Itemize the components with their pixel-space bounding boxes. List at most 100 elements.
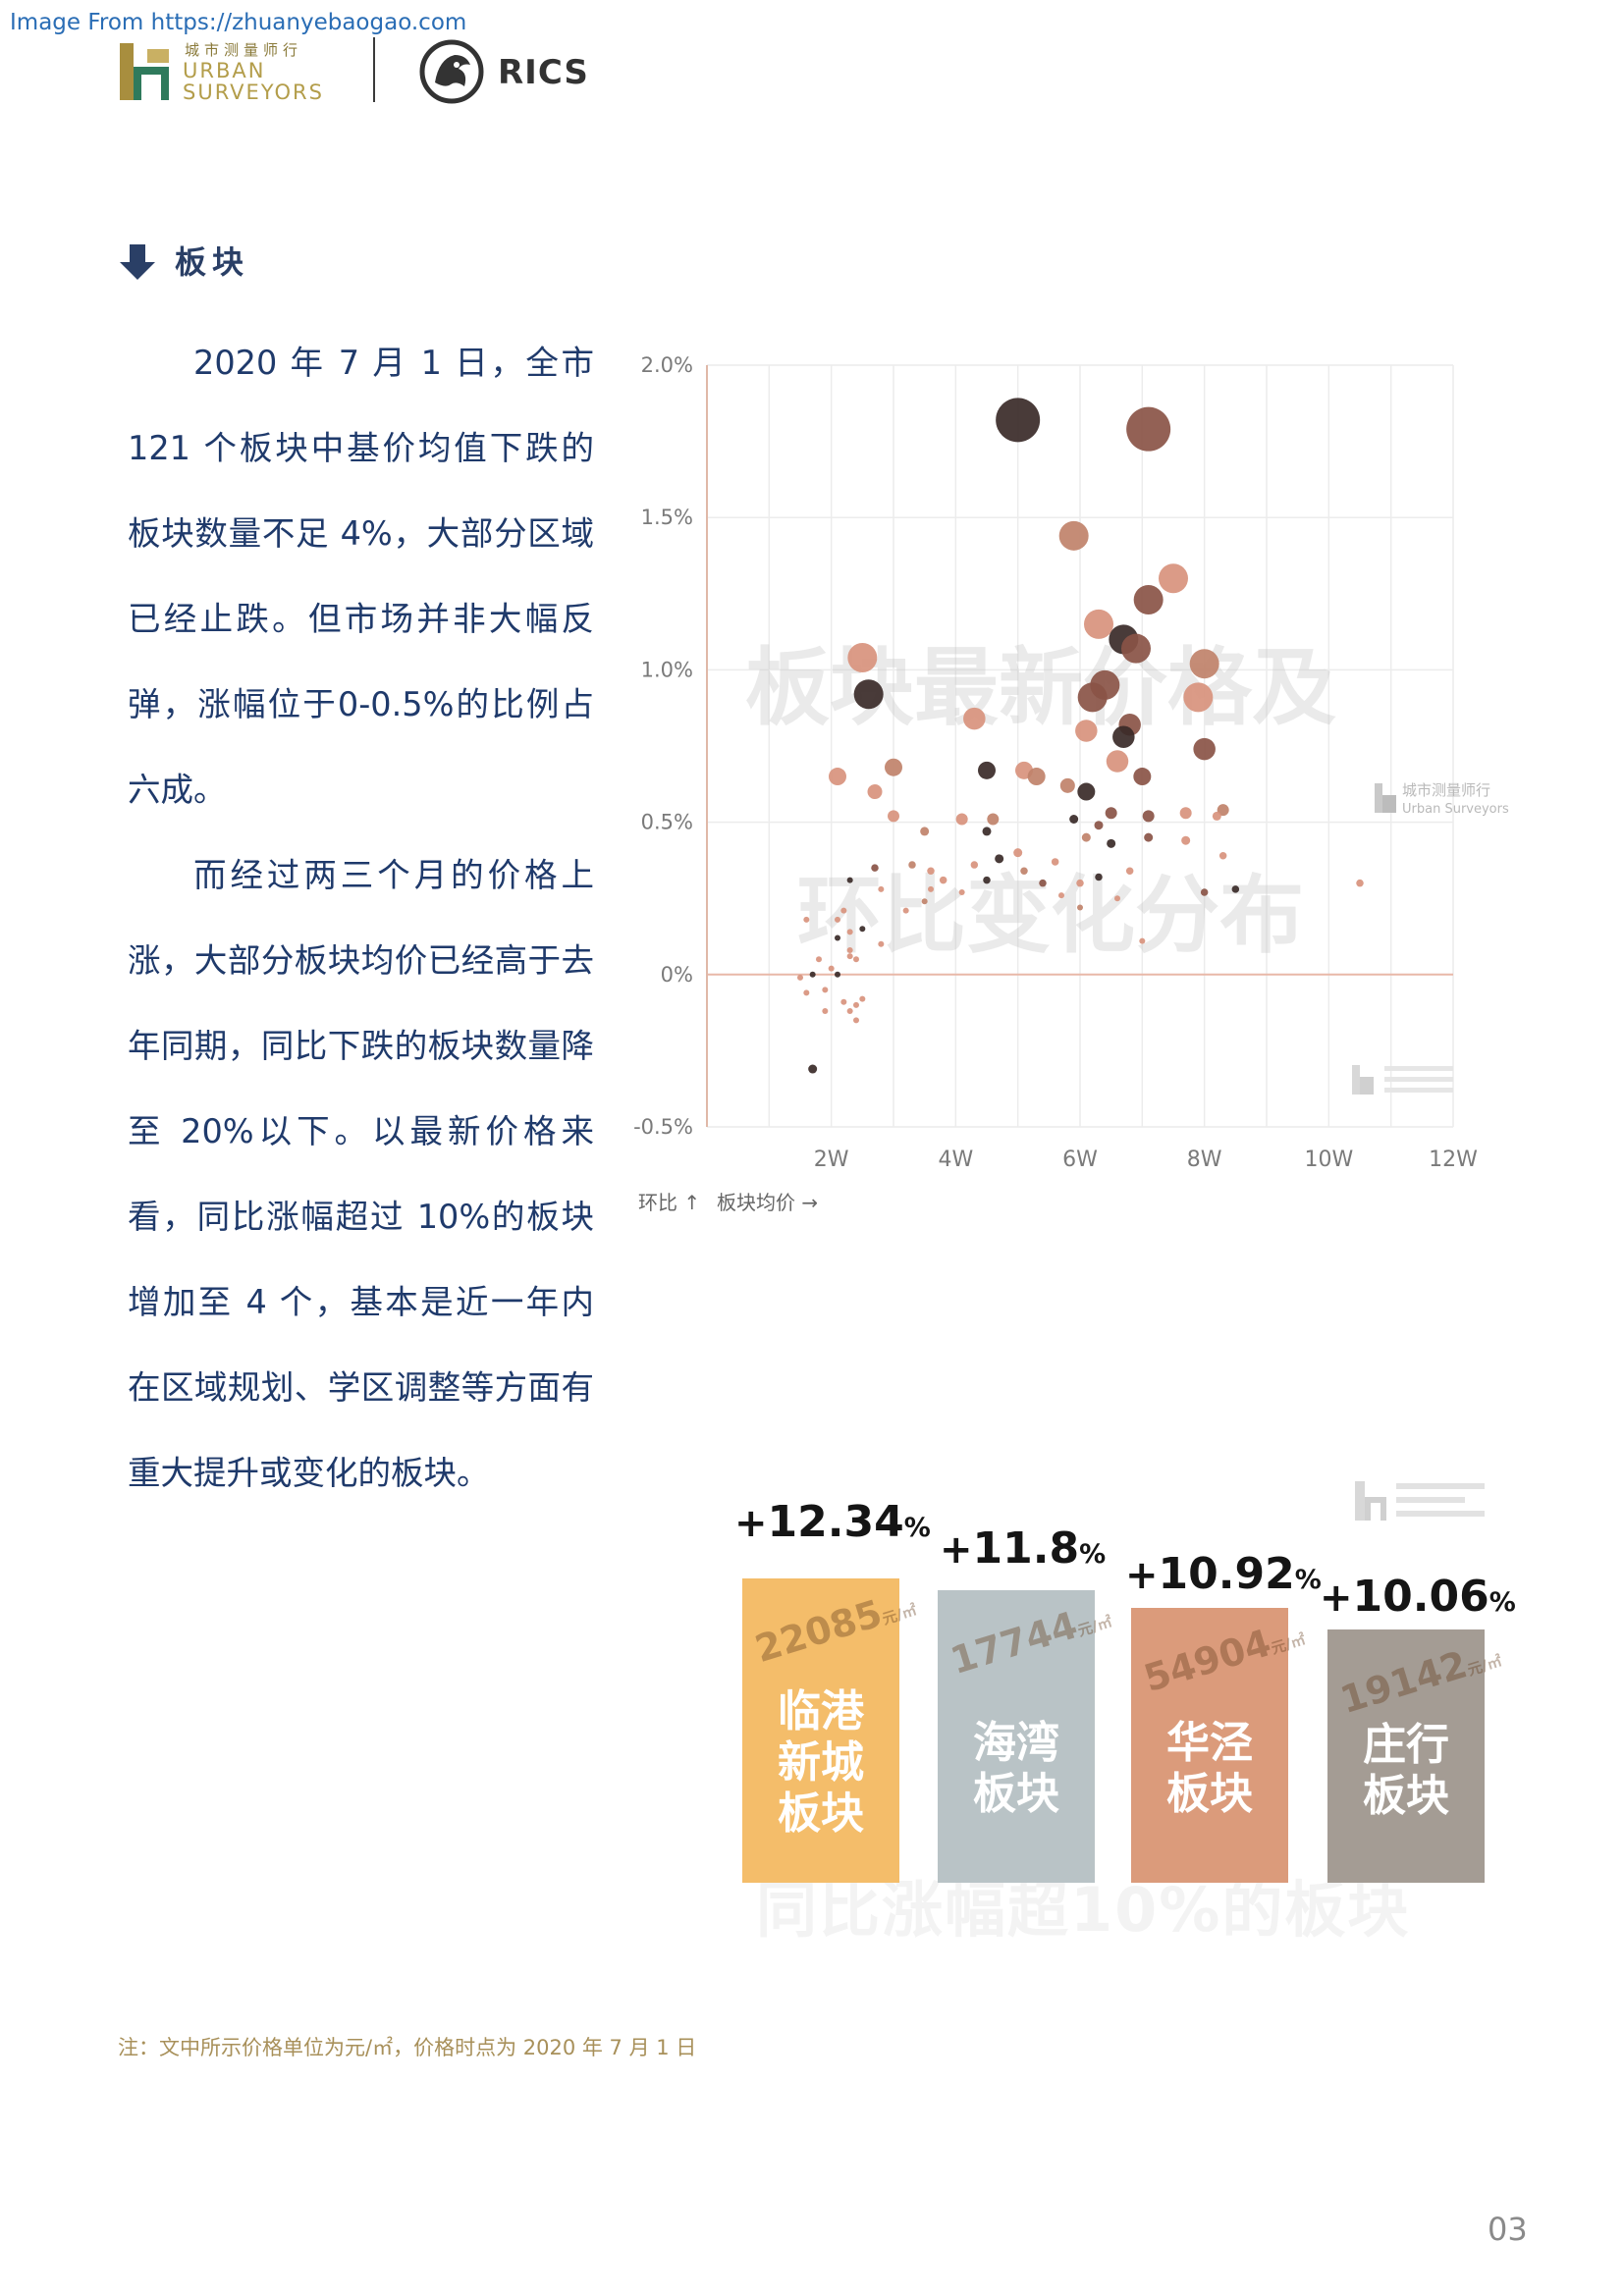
scatter-point bbox=[1193, 737, 1216, 761]
bar-4-name: 庄行 板块 bbox=[1363, 1720, 1449, 1821]
scatter-point bbox=[1058, 520, 1089, 551]
x-axis-caption: 板块均价 → bbox=[717, 1191, 818, 1214]
chart-watermark-line1: 板块最新价格及 bbox=[745, 639, 1336, 737]
scatter-point bbox=[1218, 851, 1227, 860]
bar-1: 22085元/㎡ 临港 新城 板块 bbox=[742, 1578, 919, 1883]
body-text: 2020 年 7 月 1 日，全市 121 个板块中基价均值下跌的板块数量不足 … bbox=[128, 320, 594, 1516]
scatter-point bbox=[1081, 832, 1091, 842]
scatter-point bbox=[1077, 682, 1108, 713]
scatter-point bbox=[1084, 609, 1113, 639]
scatter-point bbox=[996, 398, 1041, 443]
scatter-point bbox=[1133, 768, 1152, 786]
scatter-point bbox=[846, 946, 853, 953]
scatter-point bbox=[840, 907, 847, 914]
chart-logo-mark-icon bbox=[1382, 795, 1396, 813]
scatter-point bbox=[1181, 835, 1191, 845]
x-tick-label: 10W bbox=[1304, 1148, 1353, 1172]
scatter-point bbox=[920, 827, 930, 836]
scatter-point bbox=[902, 907, 909, 914]
scatter-point bbox=[1139, 937, 1146, 944]
bars-watermark: 同比涨幅超10%的板块 bbox=[756, 1874, 1411, 1946]
scatter-point bbox=[1095, 873, 1103, 881]
bar-3: 54904元/㎡ 华泾 板块 bbox=[1131, 1608, 1308, 1883]
bar-1-name: 临港 新城 板块 bbox=[778, 1686, 864, 1839]
scatter-point bbox=[1069, 814, 1079, 824]
bar-4: 19142元/㎡ 庄行 板块 bbox=[1327, 1629, 1504, 1883]
scatter-point bbox=[1013, 848, 1023, 858]
scatter-point bbox=[1112, 725, 1135, 748]
scatter-point bbox=[888, 810, 899, 823]
scatter-point bbox=[1212, 811, 1221, 821]
scatter-point bbox=[1020, 867, 1028, 876]
scatter-point bbox=[878, 940, 885, 947]
scatter-point bbox=[978, 761, 996, 779]
bar-3-change: +10.92% bbox=[1125, 1549, 1322, 1599]
scatter-point bbox=[1094, 821, 1104, 830]
section-heading: 板块 bbox=[118, 240, 249, 284]
scatter-point bbox=[859, 926, 866, 933]
logo-divider bbox=[373, 37, 375, 102]
scatter-point bbox=[846, 877, 853, 883]
scatter-point bbox=[1107, 838, 1116, 848]
scatter-point bbox=[1189, 649, 1219, 679]
chart-watermark-line2: 环比变化分布 bbox=[797, 867, 1304, 965]
logo-en-line1: URBAN bbox=[183, 59, 266, 82]
scatter-point bbox=[1133, 585, 1164, 615]
scatter-point bbox=[958, 888, 965, 895]
scatter-point bbox=[1144, 832, 1154, 842]
scatter-point bbox=[835, 916, 840, 923]
scatter-point bbox=[885, 758, 902, 776]
scatter-point bbox=[846, 929, 853, 935]
bar-3-price: 54904元/㎡ bbox=[1139, 1621, 1308, 1701]
scatter-point bbox=[1059, 777, 1075, 793]
scatter-point bbox=[1179, 807, 1192, 820]
y-tick-label: 2.0% bbox=[641, 353, 693, 377]
scatter-point bbox=[1231, 885, 1240, 893]
scatter-point bbox=[835, 971, 840, 978]
scatter-point bbox=[853, 679, 884, 710]
scatter-point bbox=[1077, 904, 1083, 911]
scatter-point bbox=[846, 953, 853, 960]
scatter-point bbox=[1077, 782, 1096, 801]
scatter-svg: 2.0% 1.5% 1.0% 0.5% 0% -0.5% 2W 4W 6W 8W 10W 12W 环比 … bbox=[633, 353, 1509, 1214]
x-tick-label: 4W bbox=[938, 1148, 973, 1172]
x-tick-label: 2W bbox=[814, 1148, 849, 1172]
scatter-point bbox=[1051, 858, 1059, 866]
urban-surveyors-mark-icon bbox=[120, 43, 169, 100]
chart-logo-mark-icon bbox=[1375, 783, 1382, 813]
chart-logo-cn: 城市测量师行 bbox=[1402, 781, 1490, 799]
scatter-point bbox=[822, 1008, 829, 1015]
bar-2-price: 17744元/㎡ bbox=[946, 1603, 1114, 1683]
bar-1-price: 22085元/㎡ bbox=[750, 1591, 919, 1672]
bars-logo-watermark-icon bbox=[1355, 1481, 1485, 1521]
scatter-point bbox=[829, 768, 846, 786]
bar-1-change: +12.34% bbox=[734, 1497, 931, 1547]
scatter-point bbox=[1106, 750, 1129, 773]
scatter-point bbox=[797, 974, 803, 981]
scatter-point bbox=[1200, 888, 1209, 896]
scatter-point bbox=[982, 827, 992, 836]
bar-4-change: +10.06% bbox=[1320, 1572, 1516, 1622]
scatter-point bbox=[803, 916, 810, 923]
scatter-point bbox=[928, 885, 934, 892]
scatter-point bbox=[1076, 879, 1084, 887]
chart-logo2-line bbox=[1384, 1077, 1453, 1082]
scatter-point bbox=[847, 642, 878, 672]
bar-4-price: 19142元/㎡ bbox=[1335, 1642, 1504, 1723]
scatter-point bbox=[840, 998, 847, 1005]
bar-2-name: 海湾 板块 bbox=[973, 1718, 1059, 1819]
bar-2-change: +11.8% bbox=[940, 1523, 1107, 1574]
scatter-point bbox=[1159, 563, 1188, 594]
scatter-point bbox=[1183, 682, 1214, 713]
scatter-point bbox=[828, 965, 835, 972]
logo-en-line2: SURVEYORS bbox=[183, 80, 324, 104]
scatter-point bbox=[853, 1017, 859, 1024]
y-axis-caption: 环比 ↑ bbox=[638, 1191, 700, 1214]
scatter-point bbox=[867, 784, 883, 800]
source-url[interactable]: Image From https://zhuanyebaogao.com bbox=[10, 10, 467, 35]
chart-logo2-line bbox=[1384, 1066, 1453, 1071]
arrow-down-icon bbox=[120, 244, 155, 280]
chart-logo2-line bbox=[1384, 1088, 1453, 1093]
scatter-point bbox=[970, 861, 979, 869]
page-number: 03 bbox=[1488, 2211, 1528, 2248]
